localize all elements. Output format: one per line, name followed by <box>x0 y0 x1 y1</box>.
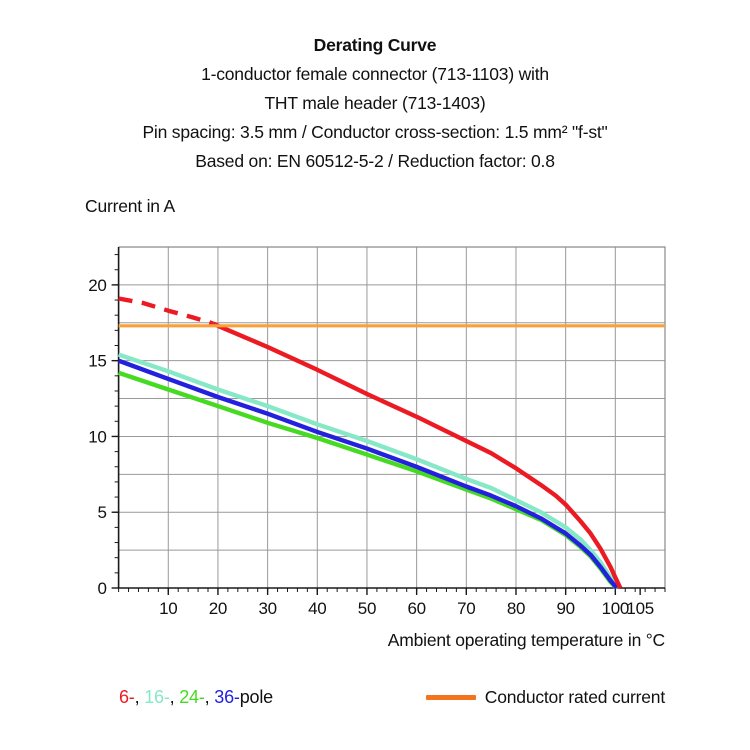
legend-pole-segment: , <box>134 687 145 707</box>
legend-pole-segment: , <box>204 687 215 707</box>
x-tick-label: 10 <box>159 599 177 618</box>
rated-current-label: Conductor rated current <box>484 687 665 707</box>
x-tick-label: 50 <box>358 599 376 618</box>
y-tick-label: 15 <box>88 352 106 371</box>
x-tick-label: 100 <box>602 599 629 618</box>
y-tick-label: 10 <box>88 427 106 446</box>
x-tick-label: 80 <box>507 599 525 618</box>
curve-16-pole <box>117 352 620 590</box>
x-tick-label: 105 <box>626 599 653 618</box>
legend-pole-segment: 24- <box>179 687 205 707</box>
x-tick-label: 20 <box>209 599 227 618</box>
curve-6-pole-dashed <box>118 296 214 326</box>
x-tick-label: 90 <box>556 599 574 618</box>
legend-pole-segment: 16- <box>144 687 170 707</box>
legend-pole-segment: 6- <box>119 687 135 707</box>
y-tick-label: 0 <box>97 579 106 598</box>
rated-current-legend: Conductor rated current <box>425 687 665 708</box>
legend-pole-segment: 36- <box>214 687 240 707</box>
legend-pole-segment: pole <box>239 687 273 707</box>
title-block: Derating Curve 1-conductor female connec… <box>0 31 750 176</box>
x-tick-label: 40 <box>308 599 326 618</box>
rated-current-line-swatch <box>425 695 476 700</box>
y-axis-label: Current in A <box>85 196 176 216</box>
title-line-based-on: Based on: EN 60512-5-2 / Reduction facto… <box>195 151 555 171</box>
x-tick-label: 60 <box>407 599 425 618</box>
curve-6-pole <box>212 321 623 589</box>
axis-lines <box>117 247 665 589</box>
title-line-pin-spacing: Pin spacing: 3.5 mm / Conductor cross-se… <box>142 122 608 142</box>
title-line-header: THT male header (713-1403) <box>264 93 486 113</box>
title-line-connector: 1-conductor female connector (713-1103) … <box>201 64 549 84</box>
y-tick-label: 20 <box>88 276 106 295</box>
x-axis-label: Ambient operating temperature in °C <box>387 630 665 650</box>
pole-count-legend: 6-, 16-, 24-, 36-pole <box>119 687 273 708</box>
legend-pole-segment: , <box>169 687 180 707</box>
y-tick-label: 5 <box>97 503 106 522</box>
x-tick-label: 30 <box>258 599 276 618</box>
curve-36-pole <box>117 358 619 590</box>
plot-border <box>118 246 666 588</box>
chart-title: Derating Curve <box>313 35 437 55</box>
x-tick-label: 70 <box>457 599 475 618</box>
